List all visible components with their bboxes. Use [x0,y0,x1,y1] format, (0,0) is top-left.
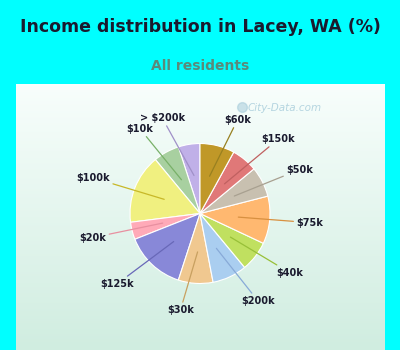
Text: $50k: $50k [234,164,313,196]
Text: All residents: All residents [151,58,249,72]
Wedge shape [178,214,213,284]
Wedge shape [130,214,200,239]
Wedge shape [155,147,200,214]
Text: $75k: $75k [238,217,323,228]
Wedge shape [200,169,268,214]
Text: $125k: $125k [100,241,174,289]
Wedge shape [200,144,234,214]
Wedge shape [200,196,270,243]
Text: $60k: $60k [210,115,251,176]
Text: $200k: $200k [216,248,275,306]
Text: $40k: $40k [230,237,303,278]
Text: City-Data.com: City-Data.com [248,103,322,113]
Wedge shape [200,152,254,214]
Text: $150k: $150k [224,134,295,184]
Wedge shape [200,214,263,267]
Wedge shape [135,214,200,280]
Text: $20k: $20k [80,223,163,243]
Wedge shape [200,214,245,282]
Text: Income distribution in Lacey, WA (%): Income distribution in Lacey, WA (%) [20,18,380,36]
Wedge shape [178,144,200,214]
Wedge shape [130,160,200,222]
Text: $10k: $10k [126,124,182,180]
Text: $30k: $30k [167,252,198,315]
Text: $100k: $100k [76,173,164,200]
Text: > $200k: > $200k [140,113,194,175]
